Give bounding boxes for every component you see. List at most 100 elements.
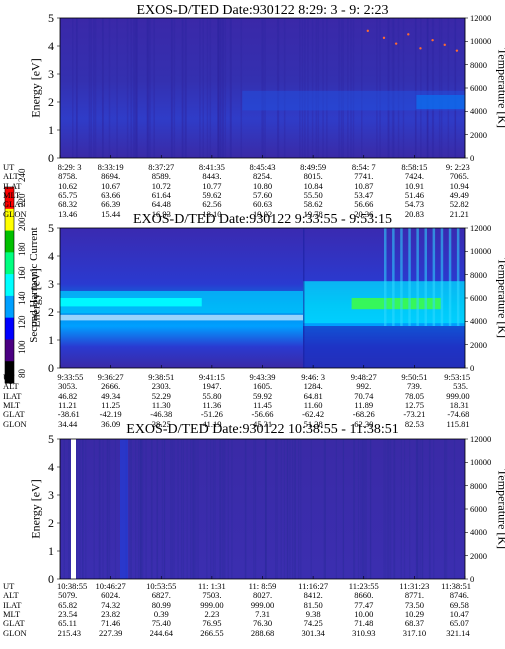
ephemeris-value: 78.05 [404,390,424,401]
spectrogram-stripe [415,439,418,579]
spectrogram-stripe [222,18,224,158]
ephemeris-value: 80.99 [151,599,171,610]
spectrogram-stripe [171,18,173,158]
spectrogram-stripe [197,439,199,579]
spectrogram-stripe [180,439,183,579]
spectrogram-stripe [403,439,406,579]
y2-axis-label: Temperature [K] [495,257,505,339]
spectrogram-stripe [146,18,149,158]
ephemeris-row-label: MLT [3,608,21,619]
colorbar-tick-label: 80 [17,369,27,378]
spectrogram-stripe [277,18,280,158]
ephemeris-value: 8443. [202,171,222,182]
spectrogram-stripe [431,18,434,158]
spectrogram-stripe [421,439,423,579]
y-tick-label: 4 [48,249,54,263]
spectrogram-band [416,95,465,109]
spectrogram-stripe [76,18,78,158]
spectrogram-stripe [426,18,429,158]
ephemeris-value: 10:53:55 [146,581,177,591]
ephemeris-row-label: GLAT [3,618,25,629]
y-axis-label: Energy [eV] [28,268,43,328]
spectrogram-stripe [443,439,446,579]
ephemeris-value: 8:58:15 [401,162,428,172]
ephemeris-value: 16.93 [151,208,171,219]
spectrogram-spike [416,228,419,326]
ephemeris-value: 10.62 [58,180,78,191]
y2-tick-label: 12000 [470,223,492,233]
ephemeris-value: 8:45:43 [249,162,276,172]
spectrogram-stripe [299,18,301,158]
ephemeris-value: 11:23:55 [348,581,379,591]
ephemeris-value: 61.64 [151,189,171,200]
ephemeris-value: 1284. [303,381,323,392]
spectrogram-stripe [171,439,173,579]
spectrogram-stripe [307,18,309,158]
spectrogram-stripe [315,18,318,158]
spectrogram-stripe [254,439,257,579]
ephemeris-row-label: ILAT [3,180,22,191]
y-tick-label: 1 [48,544,54,558]
ephemeris-value: 60.63 [252,199,273,210]
spectrogram-stripe [287,439,289,579]
ephemeris-value: 1947. [202,381,222,392]
temperature-point [407,33,410,36]
ephemeris-value: 66.39 [101,199,121,210]
ephemeris-value: 68.37 [404,618,424,629]
ephemeris-row-label: GLON [3,208,27,219]
spectrogram-stripe [102,439,104,579]
spectrogram-stripe [170,439,172,579]
spectrogram-stripe [231,439,233,579]
spectrogram-stripe [93,439,95,579]
spectrogram-stripe [156,439,159,579]
spectrogram-stripe [338,18,340,158]
data-gap [71,439,76,579]
colorbar-segment [5,230,14,253]
ephemeris-value: 55.80 [202,390,222,401]
spectrogram-line [60,314,303,321]
ephemeris-row-label: ILAT [3,599,22,610]
spectrogram-stripe [190,439,192,579]
spectrogram-stripe [391,18,394,158]
y-tick-label: 2 [48,305,54,319]
panel-title: EXOS-D/TED Date:930122 10:38:55 - 11:38:… [126,422,399,437]
spectrogram-stripe [426,18,429,158]
spectrogram-stripe [114,439,117,579]
spectrogram-stripe [352,18,355,158]
ephemeris-value: -38.61 [57,409,80,420]
ephemeris-value: 53.47 [354,189,374,200]
ephemeris-value: 51.38 [303,418,323,429]
ephemeris-value: 9:53:15 [444,372,471,382]
colorbar-tick-label: 160 [17,266,27,281]
ephemeris-value: 7424. [404,171,424,182]
spectrogram-stripe [265,439,267,579]
spectrogram-stripe [420,18,422,158]
spectrogram-stripe [199,18,201,158]
ephemeris-value: -42.19 [99,409,122,420]
y2-tick-label: 8000 [470,480,487,491]
ephemeris-value: 65.75 [58,189,78,200]
spectrogram-stripe [416,439,418,579]
spectrogram-stripe [139,439,142,579]
y2-tick-label: 2000 [470,339,487,350]
ephemeris-value: 301.34 [301,627,325,638]
spectrogram-band [351,298,441,310]
spectrogram-stripe [275,439,277,579]
y2-tick-label: 12000 [470,434,492,444]
spectrogram-stripe [99,439,101,579]
ephemeris-value: -51.26 [200,409,223,420]
spectrogram-stripe [369,439,372,579]
y2-tick-label: 6000 [470,83,487,93]
colorbar-segment [5,339,14,362]
spectrogram-stripe [219,18,222,158]
ephemeris-value: 535. [453,381,468,392]
spectrogram-stripe [422,439,424,579]
spectrogram-stripe [360,439,362,579]
y2-tick-label: 0 [470,153,475,163]
ephemeris-value: 6827. [151,590,171,601]
ephemeris-value: 9:43:39 [249,372,276,382]
spectrogram-stripe [379,18,381,158]
ephemeris-value: 10.67 [101,180,121,191]
ephemeris-value: 8:41:35 [198,162,225,172]
spectrogram-stripe [419,439,421,579]
